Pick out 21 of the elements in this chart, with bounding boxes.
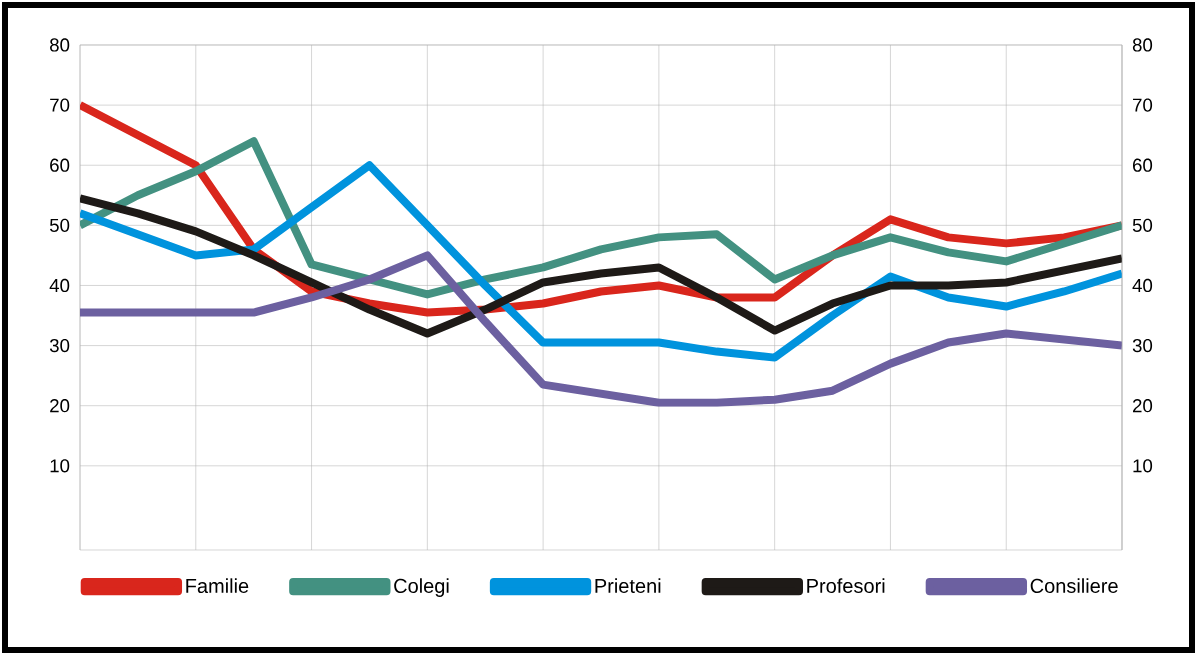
y-tick-label: 20 (50, 399, 70, 413)
y-tick-label: 80 (50, 38, 70, 52)
y-tick-label: 40 (49, 278, 70, 293)
legend-label: Familie (186, 578, 249, 593)
y2-tick-label: 70 (1133, 98, 1153, 112)
y-tick-label: 70 (50, 98, 70, 112)
y2-tick-label: 60 (1133, 158, 1153, 172)
y-tick-label: 60 (50, 158, 70, 172)
y-tick-label: 10 (50, 459, 70, 473)
y2-tick-label: 30 (1132, 338, 1153, 353)
legend-label: Colegi (394, 578, 449, 597)
y2-tick-label: 80 (1132, 38, 1153, 52)
y2-tick-label: 40 (1132, 278, 1153, 293)
y2-tick-label: 50 (1132, 218, 1153, 232)
y2-tick-label: 20 (1133, 399, 1153, 413)
y-tick-label: 30 (49, 338, 70, 353)
legend-label: Prieteni (595, 578, 661, 593)
y2-tick-label: 10 (1133, 459, 1153, 473)
legend-label: Consiliere (1030, 578, 1118, 593)
legend-label: Profesori (807, 578, 885, 593)
y-tick-label: 50 (49, 218, 70, 232)
